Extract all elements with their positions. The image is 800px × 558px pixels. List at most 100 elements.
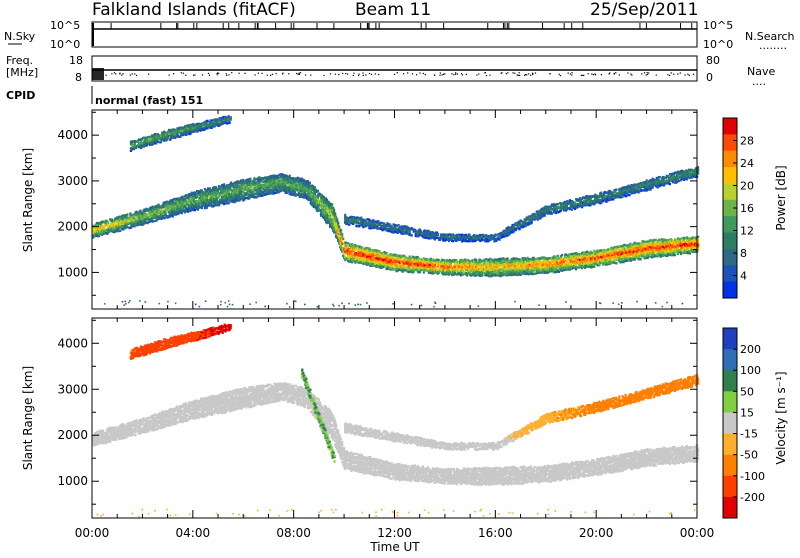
data-cell	[348, 223, 350, 225]
nave-point	[693, 74, 694, 75]
data-cell	[528, 273, 530, 275]
nave-point	[217, 74, 218, 75]
data-cell	[469, 260, 471, 262]
nave-marker: ....	[752, 75, 766, 88]
date-title: 25/Sep/2011	[590, 0, 698, 20]
data-cell	[506, 257, 508, 259]
nave-point	[571, 74, 572, 75]
data-cell	[613, 261, 615, 263]
data-cell	[665, 252, 667, 254]
data-cell	[242, 179, 244, 181]
data-cell	[182, 196, 184, 198]
nave-point	[517, 74, 518, 75]
data-cell	[351, 216, 353, 218]
data-cell	[354, 254, 356, 256]
data-cell	[481, 274, 483, 276]
nave-point	[362, 72, 363, 73]
data-cell	[455, 259, 457, 261]
data-cell	[563, 269, 565, 271]
nave-point	[627, 72, 628, 73]
data-cell	[342, 238, 344, 240]
data-cell	[299, 184, 301, 186]
nave-point	[549, 73, 550, 74]
nave-point	[535, 72, 536, 73]
nave-point	[134, 73, 135, 74]
nave-point	[119, 73, 120, 74]
data-cell	[489, 258, 491, 260]
nave-point	[519, 75, 520, 76]
data-cell	[677, 253, 679, 255]
data-cell	[462, 259, 464, 261]
nave-point	[506, 73, 507, 74]
data-cell	[334, 213, 336, 215]
data-cell	[304, 180, 306, 182]
nave-point	[593, 74, 594, 75]
data-cell	[253, 177, 255, 179]
nave-point	[615, 72, 616, 73]
data-cell	[541, 261, 543, 263]
data-cell	[528, 266, 530, 268]
nave-point	[656, 74, 657, 75]
nave-point	[375, 73, 376, 74]
data-cell	[571, 253, 573, 255]
nave-point	[238, 73, 239, 74]
data-cell	[564, 256, 566, 258]
nave-point	[208, 73, 209, 74]
freq-tick-top: 18	[69, 54, 83, 67]
data-cell	[183, 209, 185, 211]
data-cell	[191, 203, 193, 205]
data-cell	[584, 257, 586, 259]
data-cell	[358, 225, 360, 227]
nave-point	[684, 74, 685, 75]
data-cell	[481, 260, 483, 262]
nave-point	[425, 74, 426, 75]
data-cell	[352, 244, 354, 246]
nave-point	[528, 73, 529, 74]
nave-point	[560, 75, 561, 76]
nave-point	[296, 73, 297, 74]
data-cell	[496, 272, 498, 274]
nave-point	[261, 73, 262, 74]
data-cell	[655, 239, 657, 241]
nave-point	[181, 72, 182, 73]
data-cell	[359, 249, 361, 251]
data-cell	[208, 196, 210, 198]
nave-point	[614, 73, 615, 74]
nave-point	[300, 72, 301, 73]
data-cell	[244, 197, 246, 199]
data-cell	[344, 256, 346, 258]
data-cell	[289, 175, 291, 177]
data-cell	[445, 267, 447, 269]
data-cell	[225, 195, 227, 197]
nave-point	[582, 75, 583, 76]
nave-tick-top: 80	[706, 54, 720, 67]
nave-point	[507, 72, 508, 73]
data-cell	[536, 258, 538, 260]
data-cell	[405, 256, 407, 258]
data-cell	[536, 263, 538, 265]
nave-point	[335, 74, 336, 75]
data-cell	[213, 205, 215, 207]
nave-point	[305, 74, 306, 75]
data-cell	[126, 213, 128, 215]
data-cell	[377, 254, 379, 256]
nsearch-tick-bottom: 10^0	[703, 38, 733, 51]
nave-point	[407, 72, 408, 73]
station-title: Falkland Islands (fitACF)	[92, 0, 296, 20]
data-cell	[607, 248, 609, 250]
data-cell	[149, 211, 151, 213]
nave-point	[630, 74, 631, 75]
data-cell	[443, 259, 445, 261]
nave-point	[358, 75, 359, 76]
nave-point	[461, 73, 462, 74]
data-cell	[337, 221, 339, 223]
data-cell	[446, 259, 448, 261]
data-cell	[158, 204, 160, 206]
data-cell	[590, 255, 592, 257]
data-cell	[679, 249, 681, 251]
nave-point	[288, 73, 289, 74]
nave-point	[105, 75, 106, 76]
data-cell	[154, 220, 156, 222]
data-cell	[599, 249, 601, 251]
nave-point	[619, 74, 620, 75]
